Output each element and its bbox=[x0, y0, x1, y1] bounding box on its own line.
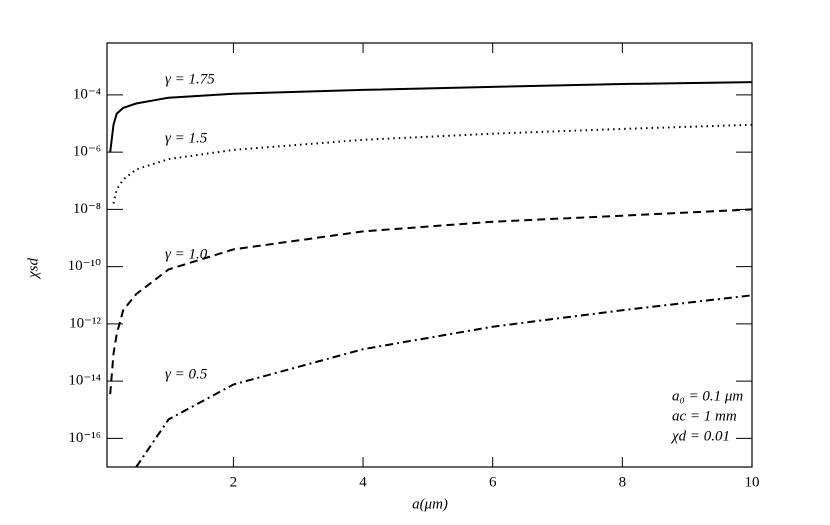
y-tick-label: 10⁻⁸ bbox=[73, 201, 101, 217]
y-axis-label: χsd bbox=[25, 258, 41, 280]
x-tick-label: 8 bbox=[619, 474, 627, 490]
series-line bbox=[112, 123, 753, 204]
x-tick-label: 4 bbox=[359, 474, 367, 490]
series-line bbox=[135, 294, 753, 468]
y-tick-label: 10⁻¹⁶ bbox=[68, 430, 101, 446]
y-tick-label: 10⁻¹⁴ bbox=[68, 373, 101, 389]
x-axis-label: a(μm) bbox=[412, 496, 448, 512]
series-label: γ = 1.75 bbox=[165, 71, 215, 87]
y-tick-label: 10⁻¹⁰ bbox=[68, 258, 101, 274]
annotation: χd = 0.01 bbox=[670, 428, 730, 444]
series-label: γ = 1.5 bbox=[165, 130, 208, 146]
x-tick-label: 2 bbox=[230, 474, 238, 490]
series-label: γ = 0.5 bbox=[165, 366, 208, 382]
plot-frame bbox=[106, 42, 753, 468]
annotation: ac = 1 mm bbox=[672, 408, 737, 424]
y-tick-label: 10⁻¹² bbox=[69, 315, 101, 331]
series-line bbox=[109, 81, 753, 153]
x-tick-label: 10 bbox=[745, 474, 760, 490]
series-label: γ = 1.0 bbox=[165, 246, 208, 262]
annotation: a₀ = 0.1 μm bbox=[672, 388, 743, 404]
y-tick-label: 10⁻⁴ bbox=[73, 86, 101, 102]
y-tick-label: 10⁻⁶ bbox=[73, 144, 101, 160]
series-line bbox=[109, 208, 753, 395]
x-tick-label: 6 bbox=[489, 474, 497, 490]
